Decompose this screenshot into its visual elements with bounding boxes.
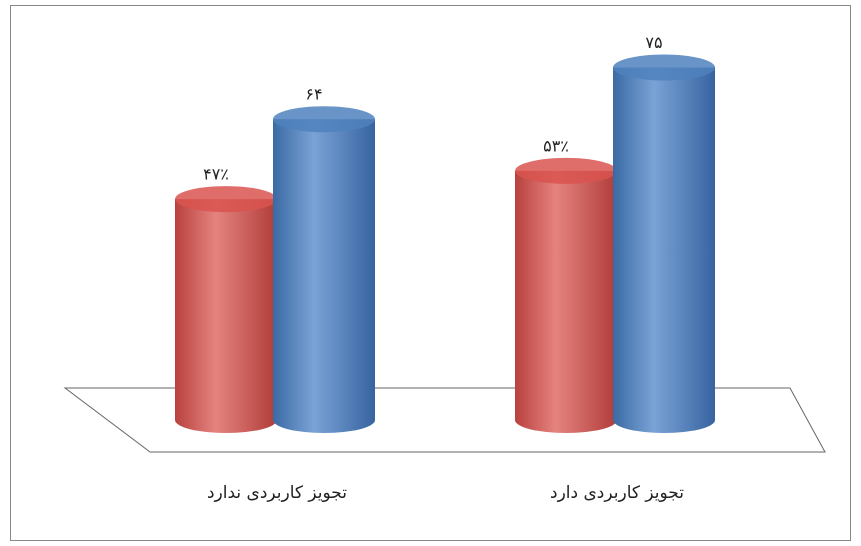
bar xyxy=(613,67,715,420)
value-label: ۷۵ xyxy=(645,33,662,52)
bar xyxy=(273,119,375,420)
value-label: ۴۷٪ xyxy=(203,165,229,184)
value-label: ۶۴ xyxy=(305,85,322,104)
bar-base xyxy=(273,407,375,433)
bar-base xyxy=(613,407,715,433)
bar-base xyxy=(515,407,617,433)
x-tick-label: تجویز کاربردی ندارد xyxy=(207,483,347,503)
value-label: ۵۳٪ xyxy=(543,136,569,155)
bar-base xyxy=(175,407,277,433)
bar-top xyxy=(175,186,277,213)
bar-top xyxy=(273,106,375,133)
x-tick-label: تجویز کاربردی دارد xyxy=(550,483,684,503)
bar-top xyxy=(515,157,617,184)
bar xyxy=(175,199,277,420)
bar-top xyxy=(613,54,715,81)
bar xyxy=(515,170,617,420)
plot-frame xyxy=(10,5,851,541)
